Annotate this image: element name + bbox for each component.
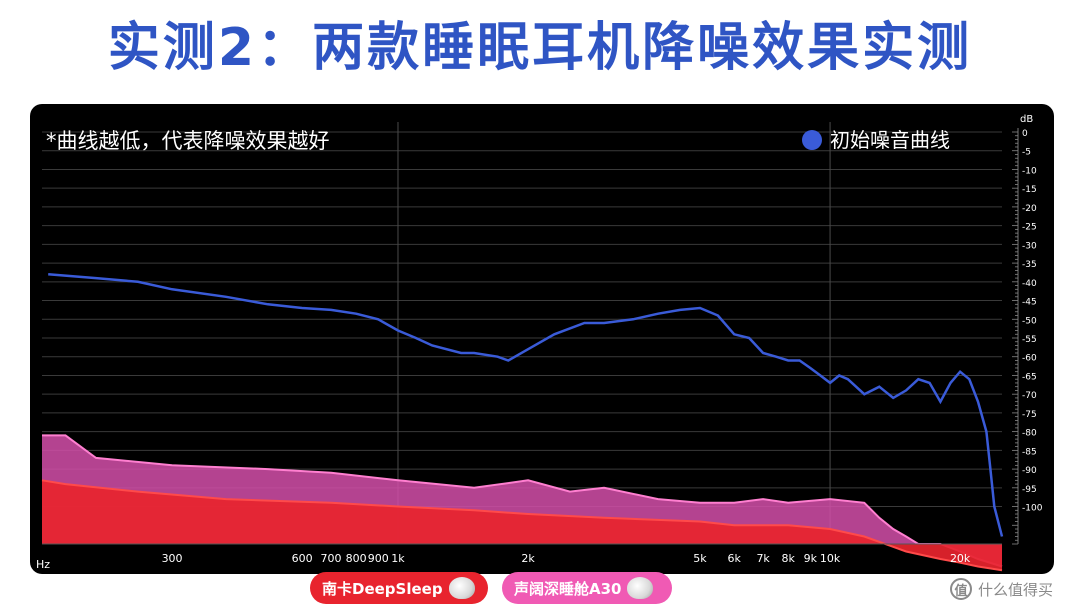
earbud-icon	[448, 577, 475, 599]
y-tick-label: -35	[1022, 260, 1037, 270]
series-line-baseline	[48, 273, 1004, 537]
y-tick-label: -65	[1022, 372, 1037, 382]
x-tick-label: 7k	[756, 552, 770, 565]
y-tick-label: -80	[1022, 429, 1037, 439]
x-tick-label: 20k	[950, 552, 971, 565]
y-unit-label: dB	[1020, 114, 1033, 125]
y-tick-label: -45	[1022, 298, 1037, 308]
earbud-icon	[627, 577, 654, 599]
y-tick-label: -5	[1022, 148, 1031, 158]
y-tick-label: -95	[1022, 485, 1037, 495]
series-line-deepsleep	[41, 479, 1003, 572]
chart-panel: 300 600 700 800 900 1k 2k 5k 6k 7k 8k 9k 10k 20k Hz 0 -5…	[30, 104, 1054, 574]
legend-a30: 声阔深睡舱A30	[502, 572, 672, 604]
noise-chart: 300 600 700 800 900 1k 2k 5k 6k 7k 8k 9k 10k 20k Hz 0 -5…	[36, 114, 1043, 572]
y-tick-label: 0	[1022, 129, 1028, 139]
y-tick-label: -85	[1022, 447, 1037, 457]
watermark-text: 什么值得买	[978, 580, 1054, 599]
y-tick-label: -75	[1022, 410, 1037, 420]
x-tick-label: 1k	[391, 552, 405, 565]
y-tick-label: -90	[1022, 466, 1037, 476]
x-tick-label: 5k	[693, 552, 707, 565]
y-tick-label: -60	[1022, 354, 1037, 364]
x-tick-label: 9k	[804, 552, 818, 565]
chart-note: *曲线越低，代表降噪效果越好	[46, 129, 330, 153]
legend-deepsleep-label: 南卡DeepSleep	[322, 579, 443, 598]
x-tick-label: 900	[368, 552, 389, 565]
x-unit-label: Hz	[36, 558, 50, 571]
y-tick-label: -40	[1022, 279, 1037, 289]
legend-deepsleep: 南卡DeepSleep	[310, 572, 488, 604]
y-tick-label: -50	[1022, 316, 1037, 326]
y-tick-label: -100	[1022, 504, 1043, 514]
y-tick-label: -55	[1022, 335, 1037, 345]
x-tick-label: 6k	[728, 552, 742, 565]
x-tick-label: 8k	[782, 552, 796, 565]
y-tick-label: -70	[1022, 391, 1037, 401]
y-tick-label: -20	[1022, 204, 1037, 214]
y-tick-label: -15	[1022, 185, 1037, 195]
legend-baseline-label: 初始噪音曲线	[830, 128, 950, 152]
x-tick-label: 800	[346, 552, 367, 565]
legend-a30-label: 声阔深睡舱A30	[514, 579, 622, 598]
x-tick-label: 2k	[521, 552, 535, 565]
series-line-a30	[42, 434, 1003, 568]
legend-baseline-marker	[802, 130, 822, 150]
watermark: 值 什么值得买	[950, 574, 1076, 604]
x-tick-label: 700	[321, 552, 342, 565]
x-tick-label: 10k	[820, 552, 841, 565]
y-tick-label: -10	[1022, 166, 1037, 176]
y-tick-label: -25	[1022, 223, 1037, 233]
y-tick-label: -30	[1022, 241, 1037, 251]
watermark-icon: 值	[950, 578, 972, 600]
series-area-deepsleep	[42, 480, 1002, 571]
x-tick-label: 600	[292, 552, 313, 565]
page-title: 实测2：两款睡眠耳机降噪效果实测	[107, 18, 973, 78]
x-tick-label: 300	[162, 552, 183, 565]
